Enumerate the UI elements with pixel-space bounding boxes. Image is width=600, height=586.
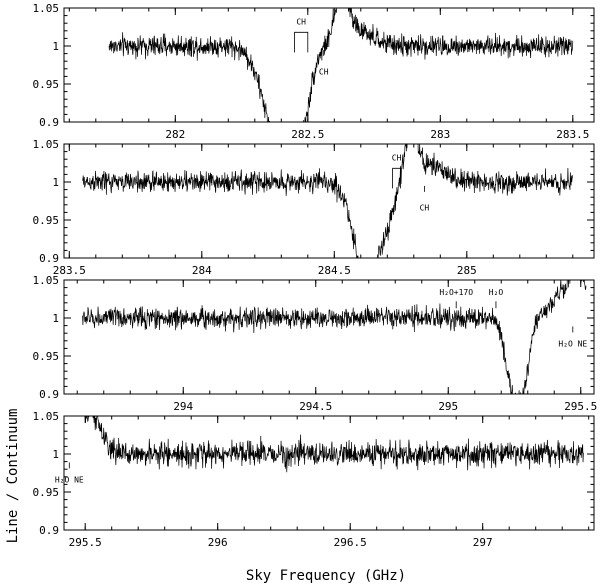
line-annotation: H₂O: [489, 288, 504, 309]
line-annotation: H₂O+17O: [439, 288, 473, 309]
y-tick-label: 0.9: [39, 524, 59, 537]
annotation-label: H₂O+17O: [439, 288, 473, 297]
x-tick-label: 295.5: [69, 536, 102, 549]
y-tick-label: 0.95: [33, 486, 60, 499]
y-tick-label: 1.05: [33, 274, 60, 287]
y-tick-label: 0.95: [33, 78, 60, 91]
y-tick-label: 0.95: [33, 214, 60, 227]
annotation-label: CH: [392, 154, 402, 163]
annotation-label: H₂O NE: [558, 339, 587, 348]
x-axis-title: Sky Frequency (GHz): [246, 568, 406, 584]
x-tick-label: 284: [192, 264, 212, 277]
x-tick-label: 283.5: [53, 264, 86, 277]
y-tick-label: 0.9: [39, 388, 59, 401]
x-tick-label: 294.5: [299, 400, 332, 413]
x-tick-label: 295.5: [564, 400, 597, 413]
x-tick-label: 296: [208, 536, 228, 549]
x-tick-label: 297: [473, 536, 493, 549]
spectrum-line-4: [84, 416, 584, 473]
plot-frame-1: [63, 7, 595, 123]
plot-frame-4: [63, 415, 595, 531]
y-tick-label: 1: [52, 312, 59, 325]
x-tick-label: 285: [457, 264, 477, 277]
annotation-label: H₂O: [489, 288, 504, 297]
annotation-label: CH: [319, 67, 329, 76]
x-tick-label: 295: [438, 400, 458, 413]
annotation-label: CH: [420, 203, 430, 212]
panel-2: 0.9 0.95 1 1.05 283.5 284 284.5 285 CH CH: [33, 138, 595, 277]
plot-frame-3: [63, 279, 595, 395]
annotation-label: CH: [296, 18, 306, 27]
line-annotation: CH: [294, 18, 309, 53]
y-tick-label: 1: [52, 448, 59, 461]
annotation-marker: [392, 167, 401, 189]
y-tick-label: 1.05: [33, 138, 60, 151]
line-annotation: CH: [420, 185, 430, 212]
x-tick-label: 283: [430, 128, 450, 141]
y-tick-label: 0.95: [33, 350, 60, 363]
line-annotation: H₂O NE: [55, 462, 84, 484]
panel-1: 0.9 0.95 1 1.05 282 282.5 283 283.5 CH CH: [33, 2, 595, 141]
line-annotation: CH: [392, 154, 402, 189]
y-tick-label: 0.9: [39, 116, 59, 129]
y-tick-label: 1: [52, 176, 59, 189]
spectrum-line-3: [82, 280, 587, 394]
x-tick-label: 294: [173, 400, 193, 413]
line-annotation: CH: [319, 49, 329, 76]
x-tick-label: 282: [165, 128, 185, 141]
x-tick-label: 296.5: [334, 536, 367, 549]
panel-3: 0.9 0.95 1 1.05 294 294.5 295 295.5 H₂O+17O H₂O H₂…: [33, 274, 598, 413]
x-tick-label: 282.5: [291, 128, 324, 141]
x-tick-label: 283.5: [556, 128, 589, 141]
annotation-label: H₂O NE: [55, 475, 84, 484]
panels-group: 0.9 0.95 1 1.05 282 282.5 283 283.5 CH CH 0.9 0.95 1…: [33, 2, 598, 549]
y-tick-label: 1.05: [33, 2, 60, 15]
y-tick-label: 1.05: [33, 410, 60, 423]
line-annotation: H₂O NE: [558, 326, 587, 348]
y-tick-label: 0.9: [39, 252, 59, 265]
spectrum-line-1: [108, 8, 574, 122]
panel-4: 0.9 0.95 1 1.05 295.5 296 296.5 297 H₂O NE: [33, 410, 595, 549]
x-tick-label: 284.5: [318, 264, 351, 277]
y-tick-label: 1: [52, 40, 59, 53]
plot-frame-2: [63, 143, 595, 259]
annotation-marker: [294, 31, 309, 53]
y-axis-title: Line / Continuum: [5, 409, 21, 544]
spectrum-line-2: [82, 144, 574, 258]
